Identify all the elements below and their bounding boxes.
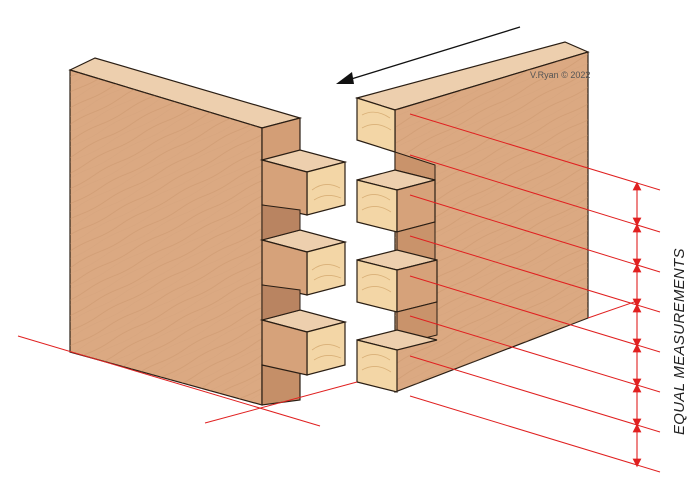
pin-2	[259, 229, 348, 296]
pin-3	[259, 309, 348, 376]
copyright-text: V.Ryan © 2022	[530, 70, 590, 80]
pin-1	[259, 149, 348, 216]
tail-4	[356, 329, 438, 393]
measurement-lines	[17, 113, 661, 473]
assembly-direction-arrow	[336, 26, 521, 84]
pin-board	[68, 57, 348, 406]
equal-measurements-label: EQUAL MEASUREMENTS	[671, 248, 688, 435]
tail-2	[356, 169, 436, 233]
tail-board	[354, 41, 590, 393]
tail-3	[356, 249, 438, 313]
